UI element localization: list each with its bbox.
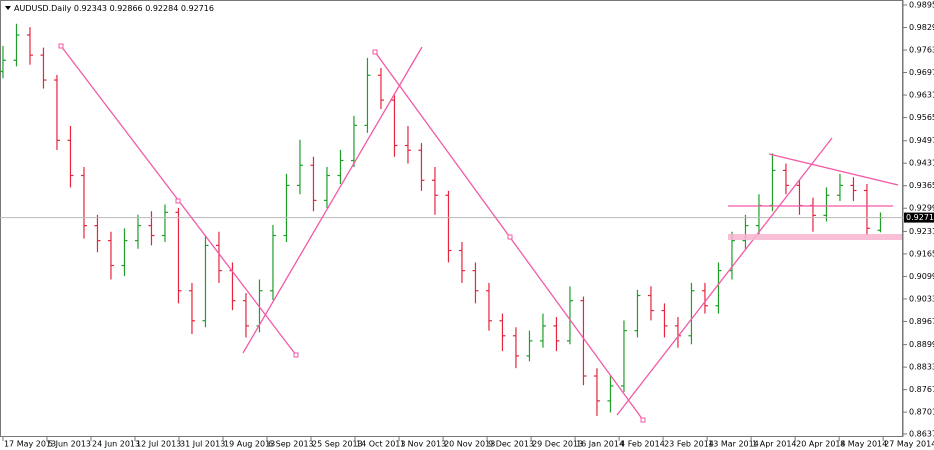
y-tick-label: 0.96970	[909, 68, 934, 77]
x-tick-label: 4 Feb 2014	[620, 440, 665, 449]
x-tick-label: 31 Jul 2013	[180, 440, 225, 449]
y-tick-label: 0.97630	[909, 46, 934, 55]
x-tick-label: 25 Sep 2013	[312, 440, 363, 449]
x-tick-label: 27 May 2014	[884, 440, 934, 449]
x-tick-label: 20 Nov 2013	[444, 440, 495, 449]
y-tick-label: 0.88990	[909, 340, 934, 349]
y-tick-label: 0.89670	[909, 317, 934, 326]
support-zone	[728, 234, 902, 240]
y-tick-label: 0.88330	[909, 363, 934, 372]
header-high: 0.92866	[110, 4, 143, 13]
symbol: AUDUSD.Daily	[14, 4, 72, 13]
last-price-box	[904, 212, 934, 223]
trend-line	[768, 153, 899, 186]
x-tick-label: 8 May 2014	[840, 440, 887, 449]
y-tick-label: 0.87670	[909, 385, 934, 394]
y-tick-label: 0.90990	[909, 272, 934, 281]
x-tick-label: 1 Apr 2014	[752, 440, 796, 449]
line-handle	[507, 234, 513, 240]
y-tick-label: 0.95650	[909, 113, 934, 122]
line-handle	[640, 417, 646, 423]
trend-line	[616, 137, 833, 416]
y-tick-label: 0.98950	[909, 1, 934, 10]
x-tick-label: 13 Mar 2014	[708, 440, 759, 449]
header-open: 0.92343	[74, 4, 107, 13]
x-tick-label: 29 Dec 2013	[532, 440, 583, 449]
y-tick-label: 0.93650	[909, 181, 934, 190]
bars	[0, 23, 903, 416]
header-low: 0.92284	[145, 4, 178, 13]
last-price-label: 0.92716	[906, 213, 934, 222]
header-close: 0.92716	[181, 4, 214, 13]
symbol-title: AUDUSD.Daily 0.92343 0.92866 0.92284 0.9…	[14, 4, 214, 13]
x-tick-label: 19 Aug 2013	[224, 440, 275, 449]
y-tick-label: 0.94310	[909, 159, 934, 168]
x-tick-label: 23 Feb 2014	[664, 440, 714, 449]
trend-lines	[58, 43, 902, 423]
y-tick-label: 0.90330	[909, 294, 934, 303]
menu-arrow[interactable]	[5, 6, 11, 10]
x-tick-label: 1 Nov 2013	[400, 440, 446, 449]
x-tick-label: 9 Dec 2013	[488, 440, 534, 449]
x-tick-label: 17 May 2013	[4, 440, 56, 449]
x-tick-label: 20 Apr 2014	[796, 440, 845, 449]
y-tick-label: 0.92310	[909, 227, 934, 236]
x-tick-label: 5 Jun 2013	[48, 440, 91, 449]
y-tick-label: 0.98290	[909, 23, 934, 32]
y-tick-label: 0.86370	[909, 429, 934, 438]
line-handle	[175, 198, 181, 204]
y-tick-label: 0.92990	[909, 204, 934, 213]
x-tick-label: 16 Jan 2014	[576, 440, 624, 449]
plot-frame	[0, 0, 903, 437]
x-tick-label: 6 Sep 2013	[268, 440, 314, 449]
line-handle	[58, 43, 64, 49]
y-tick-label: 0.94970	[909, 136, 934, 145]
line-handle	[293, 352, 299, 358]
line-handle	[372, 49, 378, 55]
trend-line	[242, 46, 423, 354]
y-tick-label: 0.96310	[909, 91, 934, 100]
x-tick-label: 14 Oct 2013	[356, 440, 405, 449]
x-tick-label: 24 Jun 2013	[92, 440, 140, 449]
y-tick-label: 0.87010	[909, 408, 934, 417]
x-tick-label: 12 Jul 2013	[136, 440, 181, 449]
y-tick-label: 0.91650	[909, 249, 934, 258]
